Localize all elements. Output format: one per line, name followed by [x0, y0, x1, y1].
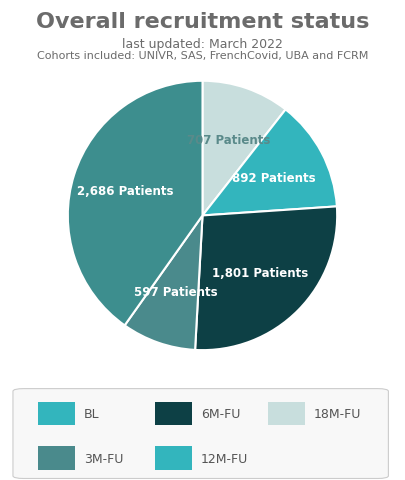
Text: 2,686 Patients: 2,686 Patients [77, 185, 174, 198]
Text: 18M-FU: 18M-FU [313, 407, 361, 420]
Wedge shape [68, 82, 202, 325]
Text: Overall recruitment status: Overall recruitment status [36, 12, 369, 32]
Wedge shape [202, 82, 286, 216]
FancyBboxPatch shape [13, 389, 388, 479]
Text: BL: BL [84, 407, 100, 420]
Bar [38, 446, 75, 469]
Text: 6M-FU: 6M-FU [201, 407, 240, 420]
Bar [38, 402, 75, 425]
Text: 3M-FU: 3M-FU [84, 452, 124, 465]
Wedge shape [195, 207, 337, 350]
Wedge shape [125, 216, 202, 350]
Text: 892 Patients: 892 Patients [232, 172, 316, 185]
Bar [155, 446, 192, 469]
Bar [155, 402, 192, 425]
Text: 597 Patients: 597 Patients [134, 286, 218, 299]
Text: 12M-FU: 12M-FU [201, 452, 248, 465]
Text: 707 Patients: 707 Patients [187, 133, 271, 146]
Bar [268, 402, 305, 425]
Text: Cohorts included: UNIVR, SAS, FrenchCovid, UBA and FCRM: Cohorts included: UNIVR, SAS, FrenchCovi… [37, 50, 368, 60]
Wedge shape [202, 110, 337, 216]
Text: last updated: March 2022: last updated: March 2022 [122, 38, 283, 51]
Text: 1,801 Patients: 1,801 Patients [212, 266, 308, 279]
